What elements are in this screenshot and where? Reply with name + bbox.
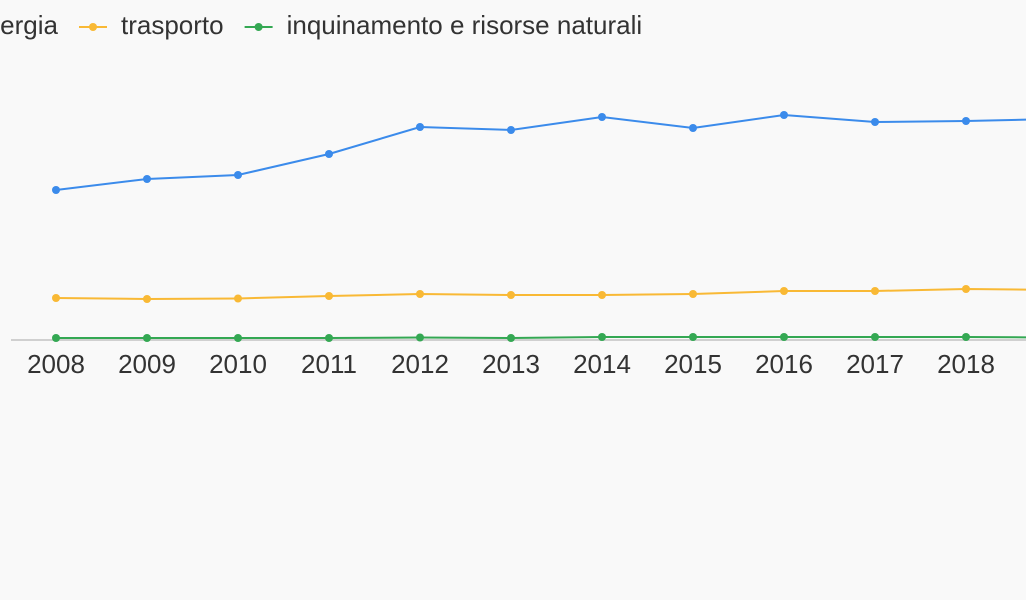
data-point bbox=[143, 295, 151, 303]
data-point bbox=[234, 294, 242, 303]
data-point bbox=[325, 150, 333, 158]
data-point bbox=[780, 287, 788, 295]
x-tick-label: 2009 bbox=[118, 349, 176, 379]
data-point bbox=[689, 290, 697, 298]
data-point bbox=[507, 126, 515, 134]
data-point bbox=[689, 333, 697, 341]
data-point bbox=[416, 290, 424, 298]
series-line bbox=[55, 113, 1026, 191]
legend-label: ergia bbox=[0, 10, 58, 40]
data-point bbox=[962, 285, 970, 293]
data-point bbox=[780, 111, 788, 119]
x-tick-label: 2014 bbox=[573, 349, 631, 379]
data-point bbox=[962, 333, 970, 341]
x-tick-label: 2011 bbox=[301, 349, 357, 379]
data-point bbox=[416, 123, 424, 131]
x-tick-label: 2017 bbox=[846, 349, 904, 379]
data-point bbox=[52, 294, 60, 302]
data-point bbox=[234, 171, 242, 179]
data-point bbox=[416, 333, 424, 342]
x-tick-label: 2012 bbox=[391, 349, 449, 379]
data-point bbox=[52, 334, 60, 342]
legend-label: inquinamento e risorse naturali bbox=[287, 10, 643, 40]
data-point bbox=[598, 113, 606, 121]
data-point bbox=[234, 334, 242, 342]
series-line bbox=[55, 287, 1026, 301]
data-point bbox=[598, 333, 606, 341]
data-point bbox=[52, 186, 60, 194]
data-point bbox=[325, 334, 333, 342]
x-tick-label: 2015 bbox=[664, 349, 722, 379]
data-point bbox=[871, 287, 879, 295]
data-point bbox=[598, 291, 606, 299]
data-point bbox=[871, 333, 879, 341]
legend-label: trasporto bbox=[121, 10, 224, 40]
series-line bbox=[56, 336, 1026, 340]
data-point bbox=[325, 292, 333, 300]
x-tick-label: 2018 bbox=[937, 349, 995, 379]
x-tick-label: 2016 bbox=[755, 349, 813, 379]
data-point bbox=[143, 175, 151, 183]
data-point bbox=[962, 117, 970, 125]
data-point bbox=[143, 334, 151, 342]
x-tick-label: 2013 bbox=[482, 349, 540, 379]
data-point bbox=[507, 334, 515, 342]
x-tick-label: 2010 bbox=[209, 349, 267, 379]
legend-marker bbox=[254, 23, 263, 31]
x-tick-label: 2008 bbox=[27, 349, 85, 379]
data-point bbox=[689, 124, 697, 132]
data-point bbox=[780, 333, 788, 341]
data-point bbox=[871, 118, 879, 126]
data-point bbox=[507, 291, 515, 299]
legend-marker bbox=[89, 23, 97, 31]
